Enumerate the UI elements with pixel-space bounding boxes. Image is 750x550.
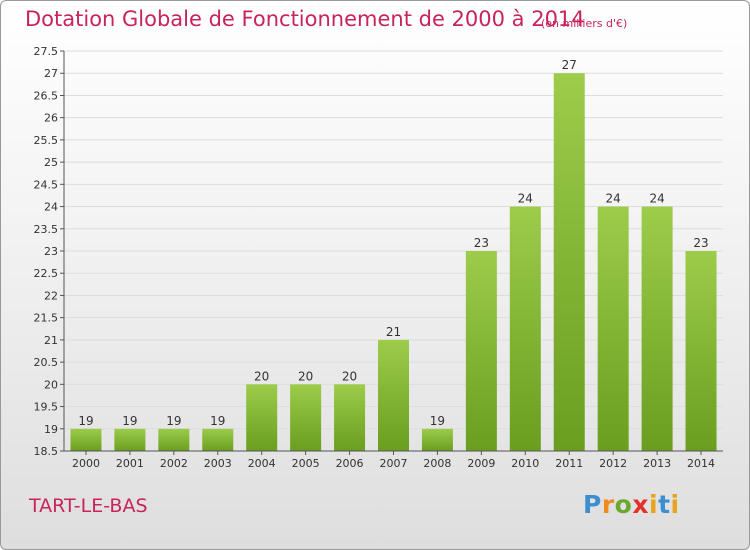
data-label-2013: 24 bbox=[649, 192, 664, 206]
data-label-2004: 20 bbox=[254, 369, 269, 383]
y-tick-label: 20 bbox=[44, 378, 58, 391]
bar-2009 bbox=[465, 251, 497, 451]
bars bbox=[70, 73, 717, 451]
data-label-2008: 19 bbox=[430, 414, 445, 428]
data-label-2009: 23 bbox=[474, 236, 489, 250]
y-tick-label: 23 bbox=[44, 245, 58, 258]
y-tick-label: 23.5 bbox=[34, 223, 59, 236]
data-label-2002: 19 bbox=[166, 414, 181, 428]
y-tick-label: 26 bbox=[44, 112, 58, 125]
bar-2003 bbox=[202, 428, 234, 451]
data-label-2007: 21 bbox=[386, 325, 401, 339]
bar-2008 bbox=[421, 428, 453, 451]
y-tick-label: 24 bbox=[44, 201, 58, 214]
x-tick-label: 2014 bbox=[687, 457, 715, 470]
y-tick-label: 21 bbox=[44, 334, 58, 347]
x-tick-label: 2005 bbox=[292, 457, 320, 470]
bar-2013 bbox=[641, 206, 673, 451]
y-tick-label: 26.5 bbox=[34, 89, 59, 102]
x-tick-label: 2006 bbox=[336, 457, 364, 470]
y-tick-label: 20.5 bbox=[34, 356, 59, 369]
y-tick-label: 25.5 bbox=[34, 134, 59, 147]
x-tick-label: 2000 bbox=[72, 457, 100, 470]
data-label-2014: 23 bbox=[693, 236, 708, 250]
x-tick-label: 2010 bbox=[511, 457, 539, 470]
bar-2000 bbox=[70, 428, 102, 451]
grid-lines bbox=[64, 50, 723, 452]
chart-title: Dotation Globale de Fonctionnement de 20… bbox=[25, 7, 585, 31]
x-tick-label: 2003 bbox=[204, 457, 232, 470]
y-tick-label: 18.5 bbox=[34, 445, 59, 458]
bar-2002 bbox=[158, 428, 190, 451]
chart-subtitle: (en milliers d'€) bbox=[541, 17, 628, 30]
data-label-2000: 19 bbox=[78, 414, 93, 428]
y-tick-label: 27 bbox=[44, 67, 58, 80]
data-label-2003: 19 bbox=[210, 414, 225, 428]
x-tick-label: 2001 bbox=[116, 457, 144, 470]
y-tick-label: 19.5 bbox=[34, 401, 59, 414]
data-label-2010: 24 bbox=[518, 192, 533, 206]
y-tick-label: 22.5 bbox=[34, 267, 59, 280]
x-tick-label: 2008 bbox=[423, 457, 451, 470]
bar-2006 bbox=[334, 384, 366, 451]
x-tick-label: 2009 bbox=[467, 457, 495, 470]
bar-2004 bbox=[246, 384, 278, 451]
x-tick-label: 2007 bbox=[380, 457, 408, 470]
bar-2005 bbox=[290, 384, 322, 451]
proxiti-logo[interactable]: Proxiti bbox=[583, 490, 680, 519]
data-label-2005: 20 bbox=[298, 369, 313, 383]
y-tick-label: 27.5 bbox=[34, 45, 59, 58]
data-label-2011: 27 bbox=[562, 58, 577, 72]
bar-2007 bbox=[378, 339, 409, 451]
bar-2012 bbox=[597, 206, 629, 451]
y-tick-label: 22 bbox=[44, 289, 58, 302]
x-tick-label: 2002 bbox=[160, 457, 188, 470]
y-tick-label: 21.5 bbox=[34, 312, 59, 325]
x-tick-label: 2011 bbox=[555, 457, 583, 470]
data-label-2006: 20 bbox=[342, 369, 357, 383]
data-label-2012: 24 bbox=[606, 192, 621, 206]
x-tick-label: 2012 bbox=[599, 457, 627, 470]
bar-2010 bbox=[509, 206, 541, 451]
data-labels: 19 19 19 19 20 20 20 21 19 23 24 27 24 24 23 bbox=[78, 58, 708, 428]
y-tick-label: 24.5 bbox=[34, 178, 59, 191]
commune-name: TART-LE-BAS bbox=[29, 495, 148, 517]
bar-2014 bbox=[685, 251, 717, 451]
data-label-2001: 19 bbox=[122, 414, 137, 428]
x-tick-label: 2013 bbox=[643, 457, 671, 470]
x-tick-label: 2004 bbox=[248, 457, 276, 470]
y-tick-label: 25 bbox=[44, 156, 58, 169]
y-tick-label: 19 bbox=[44, 423, 58, 436]
bar-2011 bbox=[553, 73, 585, 451]
axes: 18.5 19 19.5 20 20.5 21 21.5 22 22.5 23 23.5 24 24.5… bbox=[34, 45, 723, 470]
bar-2001 bbox=[114, 428, 146, 451]
